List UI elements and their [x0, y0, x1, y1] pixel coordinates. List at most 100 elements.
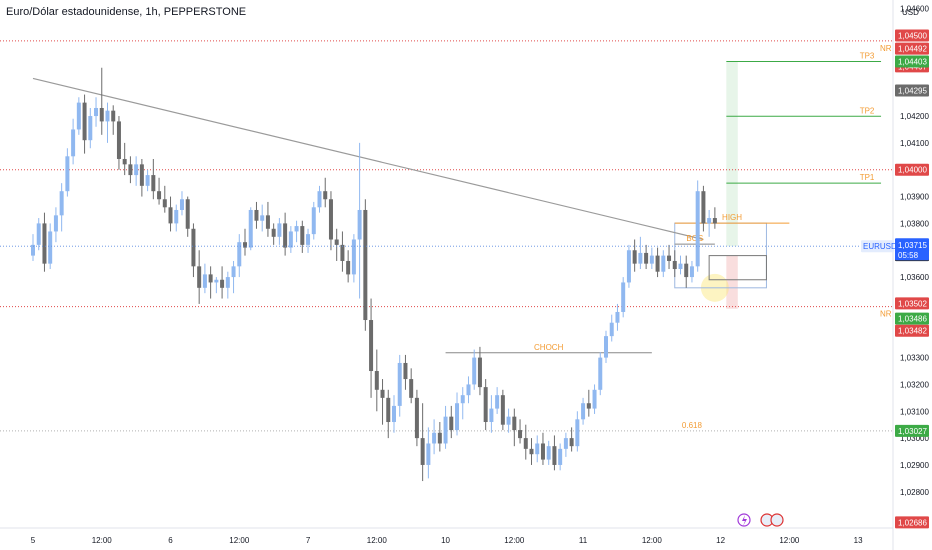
candle-body: [678, 263, 683, 270]
candle-37: [243, 228, 248, 256]
candle-89: [540, 432, 545, 465]
y-tick-5: 1,03300: [900, 354, 929, 363]
price-label-1: 1,04500: [898, 32, 927, 41]
candle-body: [220, 279, 225, 288]
candle-70: [432, 419, 437, 455]
currency-label: USD: [902, 8, 919, 17]
candle-1: [36, 218, 41, 251]
candle-68: [420, 403, 425, 482]
candle-body: [111, 110, 116, 122]
trend-line: [32, 77, 704, 241]
y-tick-0: 1,02800: [900, 488, 929, 497]
candle-body: [586, 403, 591, 409]
candle-114: [684, 255, 689, 288]
candle-6: [65, 148, 70, 197]
candle-body: [351, 239, 356, 275]
candle-97: [586, 389, 591, 417]
candle-body: [300, 226, 305, 245]
y-tick-8: 1,03600: [900, 273, 929, 282]
candle-76: [466, 376, 471, 404]
candle-body: [162, 199, 167, 208]
price-label-5: 1,04295: [898, 87, 927, 96]
candle-body: [592, 389, 597, 409]
candle-118: [707, 209, 712, 237]
candle-65: [403, 354, 408, 390]
candle-73: [449, 405, 454, 439]
x-tick-11: 12:00: [779, 536, 800, 545]
candle-19: [139, 158, 144, 197]
candle-body: [76, 102, 81, 130]
candle-4: [53, 207, 58, 243]
candle-body: [357, 209, 362, 240]
candle-34: [225, 271, 230, 299]
lightning-bolt-icon: [742, 515, 747, 526]
candle-body: [380, 389, 385, 398]
price-label-bg-4: [895, 55, 929, 68]
y-tick-1: 1,02900: [900, 461, 929, 470]
candle-81: [495, 387, 500, 414]
candle-body: [626, 250, 631, 283]
y-tick-4: 1,03200: [900, 380, 929, 389]
candle-body: [563, 438, 568, 449]
candle-body: [443, 416, 448, 444]
candle-100: [604, 330, 608, 363]
candle-body: [655, 255, 660, 272]
y-tick-13: 1,04100: [900, 139, 929, 148]
candle-113: [678, 255, 683, 275]
candle-42: [271, 223, 276, 245]
candle-body: [558, 448, 563, 465]
candle-body: [466, 384, 471, 396]
candle-body: [99, 107, 104, 122]
candle-body: [707, 218, 712, 224]
candle-body: [265, 215, 270, 229]
candle-115: [689, 260, 694, 283]
candle-body: [495, 395, 500, 409]
candle-26: [179, 191, 184, 216]
candle-body: [283, 223, 288, 248]
candle-2: [42, 212, 47, 272]
candle-66: [409, 368, 414, 404]
x-tick-0: 5: [31, 536, 36, 545]
candle-67: [414, 389, 419, 447]
candle-body: [667, 255, 672, 261]
x-tick-2: 6: [168, 536, 173, 545]
candle-body: [202, 274, 207, 288]
candle-46: [294, 220, 299, 243]
candle-48: [306, 228, 311, 253]
y-tick-11: 1,03900: [900, 193, 929, 202]
candle-51: [323, 177, 328, 208]
candle-69: [426, 427, 431, 479]
candle-body: [569, 438, 574, 447]
candle-body: [518, 430, 523, 439]
candle-103: [621, 277, 626, 318]
candle-body: [581, 403, 586, 420]
candle-47: [300, 220, 305, 253]
candle-7: [71, 118, 76, 165]
candle-13: [105, 102, 110, 143]
candle-body: [340, 244, 345, 261]
y-tick-2: 1,03000: [900, 434, 929, 443]
candle-body: [288, 231, 293, 248]
candle-102: [615, 303, 620, 331]
candle-24: [168, 196, 173, 232]
candle-body: [185, 199, 190, 229]
candle-body: [174, 209, 179, 224]
candle-body: [122, 158, 127, 165]
candle-body: [477, 357, 482, 388]
y-tick-10: 1,03800: [900, 219, 929, 228]
candle-body: [225, 277, 230, 288]
candle-body: [328, 199, 333, 240]
candle-body: [397, 362, 402, 406]
candle-body: [334, 239, 339, 245]
candle-body: [105, 110, 110, 122]
annotation-label-0: CHOCH: [534, 343, 564, 352]
candle-body: [116, 121, 121, 159]
candle-20: [145, 169, 150, 192]
candle-40: [260, 204, 265, 232]
candle-107: [644, 244, 649, 270]
candle-body: [695, 191, 700, 267]
y-tick-3: 1,03100: [900, 407, 929, 416]
annotation-label-3: 0.618: [682, 421, 703, 430]
candle-body: [506, 416, 511, 425]
